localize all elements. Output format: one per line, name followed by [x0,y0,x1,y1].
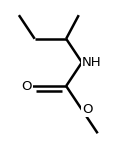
Text: NH: NH [82,56,102,69]
Text: O: O [82,103,92,116]
Text: O: O [21,80,32,93]
